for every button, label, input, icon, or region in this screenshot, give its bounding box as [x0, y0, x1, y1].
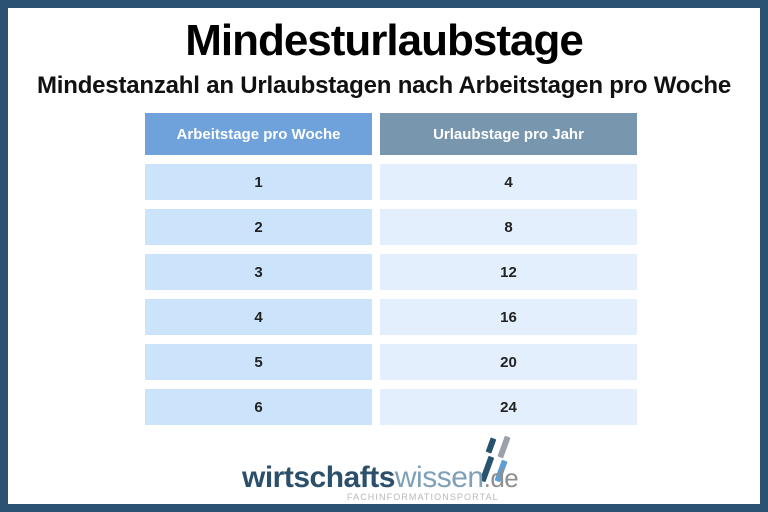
- column-header-urlaubstage: Urlaubstage pro Jahr: [380, 113, 637, 155]
- column-header-arbeitstage: Arbeitstage pro Woche: [145, 113, 372, 155]
- cell-urlaubstage: 16: [380, 299, 637, 335]
- cell-urlaubstage: 4: [380, 164, 637, 200]
- table-row: 5 20: [145, 344, 637, 380]
- table-row: 4 16: [145, 299, 637, 335]
- logo-slashes-icon: [480, 436, 511, 483]
- page-title: Mindesturlaubstage: [185, 16, 584, 65]
- cell-arbeitstage: 6: [145, 389, 372, 425]
- logo-text-secondary: wissen: [394, 461, 484, 494]
- table-row: 1 4: [145, 164, 637, 200]
- cell-urlaubstage: 20: [380, 344, 637, 380]
- logo-text-primary: wirtschafts: [242, 461, 395, 494]
- cell-arbeitstage: 5: [145, 344, 372, 380]
- cell-arbeitstage: 2: [145, 209, 372, 245]
- table-row: 2 8: [145, 209, 637, 245]
- cell-arbeitstage: 4: [145, 299, 372, 335]
- cell-urlaubstage: 12: [380, 254, 637, 290]
- wirtschaftswissen-logo: wirtschaftswissen.de FACHINFORMATIONSPOR…: [242, 436, 548, 504]
- cell-arbeitstage: 1: [145, 164, 372, 200]
- table-row: 3 12: [145, 254, 637, 290]
- logo-tagline: FACHINFORMATIONSPORTAL: [347, 492, 499, 502]
- logo-wordmark: wirtschaftswissen.de: [242, 461, 519, 494]
- cell-urlaubstage: 8: [380, 209, 637, 245]
- vacation-days-table: Arbeitstage pro Woche Urlaubstage pro Ja…: [145, 113, 637, 434]
- cell-urlaubstage: 24: [380, 389, 637, 425]
- table-header-row: Arbeitstage pro Woche Urlaubstage pro Ja…: [145, 113, 637, 155]
- cell-arbeitstage: 3: [145, 254, 372, 290]
- table-row: 6 24: [145, 389, 637, 425]
- page-subtitle: Mindestanzahl an Urlaubstagen nach Arbei…: [36, 72, 732, 99]
- logo-text-tld: .de: [483, 463, 519, 493]
